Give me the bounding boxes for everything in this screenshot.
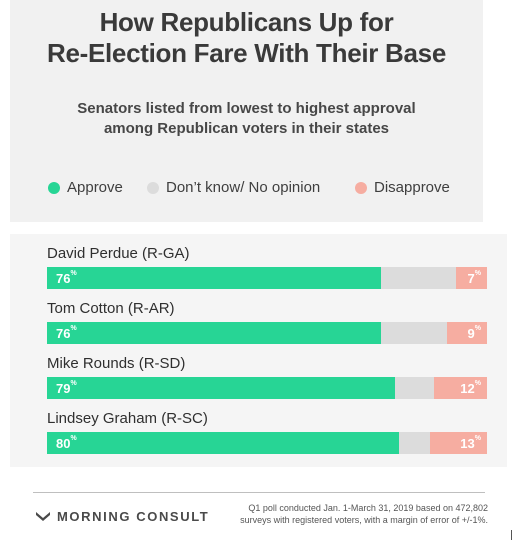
bar-segment-no-opinion — [394, 377, 435, 399]
morning-consult-logo-icon — [36, 511, 50, 521]
data-label-disapprove: 12% — [460, 380, 481, 396]
bar-segment-disapprove: 7% — [456, 267, 487, 289]
senator-label: David Perdue (R-GA) — [47, 245, 190, 262]
source-note: Q1 poll conducted Jan. 1-March 31, 2019 … — [222, 502, 488, 526]
title-line-2: Re-Election Fare With Their Base — [46, 38, 447, 68]
bar-segment-disapprove: 9% — [447, 322, 487, 344]
bar-row: Mike Rounds (R-SD) 79% 12% — [47, 355, 487, 402]
stacked-bar: 80% 13% — [47, 432, 487, 454]
stacked-bar: 79% 12% — [47, 377, 487, 399]
legend-item-no-opinion: Don’t know/ No opinion — [147, 179, 320, 196]
senator-label: Tom Cotton (R-AR) — [47, 300, 175, 317]
stacked-bar: 76% 7% — [47, 267, 487, 289]
legend-swatch-approve — [48, 181, 60, 194]
brand-name: MORNING CONSULT — [57, 509, 210, 524]
legend-label-approve: Approve — [67, 179, 123, 196]
bar-segment-approve: 76% — [47, 267, 382, 289]
data-label-approve: 76% — [56, 270, 77, 286]
data-label-disapprove: 13% — [460, 435, 481, 451]
bar-segment-approve: 80% — [47, 432, 399, 454]
data-label-disapprove: 7% — [467, 270, 481, 286]
subtitle-line-1: Senators listed from lowest to highest a… — [77, 100, 416, 117]
bar-segment-no-opinion — [381, 322, 448, 344]
legend-label-disapprove: Disapprove — [374, 179, 450, 196]
legend: Approve Don’t know/ No opinion Disapprov… — [0, 179, 515, 199]
bar-row: David Perdue (R-GA) 76% 7% — [47, 245, 487, 292]
legend-item-approve: Approve — [48, 179, 123, 196]
legend-swatch-no-opinion — [147, 181, 159, 194]
data-label-disapprove: 9% — [467, 325, 481, 341]
edge-mark — [511, 530, 512, 540]
bar-segment-no-opinion — [381, 267, 457, 289]
senator-label: Lindsey Graham (R-SC) — [47, 410, 208, 427]
source-note-line-1: Q1 poll conducted Jan. 1-March 31, 2019 … — [248, 503, 488, 513]
subtitle-line-2: among Republican voters in their states — [103, 120, 390, 137]
bar-segment-disapprove: 13% — [429, 432, 487, 454]
data-label-approve: 76% — [56, 325, 77, 341]
chart-subtitle: Senators listed from lowest to highest a… — [10, 99, 483, 139]
bar-row: Tom Cotton (R-AR) 76% 9% — [47, 300, 487, 347]
bar-segment-approve: 79% — [47, 377, 395, 399]
legend-label-no-opinion: Don’t know/ No opinion — [166, 179, 321, 196]
brand-logo: MORNING CONSULT — [35, 509, 209, 524]
chart-title: How Republicans Up for Re-Election Fare … — [10, 7, 483, 69]
header-panel — [10, 0, 483, 222]
bar-row: Lindsey Graham (R-SC) 80% 13% — [47, 410, 487, 457]
bar-segment-no-opinion — [399, 432, 430, 454]
source-note-line-2: surveys with registered voters, with a m… — [240, 515, 488, 525]
bar-segment-disapprove: 12% — [434, 377, 487, 399]
legend-item-disapprove: Disapprove — [355, 179, 450, 196]
senator-label: Mike Rounds (R-SD) — [47, 355, 186, 372]
bar-segment-approve: 76% — [47, 322, 382, 344]
title-line-1: How Republicans Up for — [99, 7, 394, 37]
data-label-approve: 80% — [56, 435, 77, 451]
footer-divider — [33, 492, 485, 493]
legend-swatch-disapprove — [355, 181, 367, 194]
stacked-bar: 76% 9% — [47, 322, 487, 344]
data-label-approve: 79% — [56, 380, 77, 396]
